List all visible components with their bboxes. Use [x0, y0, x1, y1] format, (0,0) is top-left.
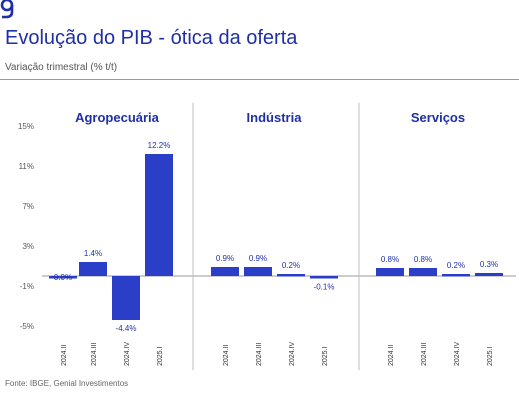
data-label: -4.4% — [116, 324, 137, 333]
category-label: 2024.III — [91, 343, 98, 366]
header-divider — [0, 79, 519, 80]
category-label: 2024.II — [223, 345, 230, 366]
data-label: 0.9% — [216, 254, 234, 263]
panel-title: Serviços — [411, 110, 465, 125]
genial-logo-icon — [0, 0, 14, 19]
y-tick-label: 15% — [18, 122, 34, 131]
category-label: 2025.I — [322, 346, 329, 366]
source-note: Fonte: IBGE, Genial Investimentos — [5, 379, 129, 388]
data-label: 0.0% — [54, 273, 72, 282]
bar — [310, 276, 338, 279]
data-label: 0.3% — [480, 260, 498, 269]
data-label: 1.4% — [84, 249, 102, 258]
category-label: 2024.III — [256, 343, 263, 366]
y-tick-label: 3% — [22, 242, 34, 251]
bar — [211, 267, 239, 276]
category-label: 2024.III — [421, 343, 428, 366]
bar — [277, 274, 305, 277]
page-title: Evolução do PIB - ótica da oferta — [5, 27, 298, 49]
bar — [244, 267, 272, 276]
bar — [376, 268, 404, 276]
data-label: 0.8% — [414, 255, 432, 264]
category-label: 2024.II — [388, 345, 395, 366]
data-label: 0.2% — [447, 261, 465, 270]
bar — [49, 276, 77, 279]
y-tick-label: -5% — [20, 322, 34, 331]
panel-title: Indústria — [247, 110, 303, 125]
category-label: 2024.II — [61, 345, 68, 366]
category-label: 2024.IV — [124, 342, 131, 366]
bar — [112, 276, 140, 320]
bar — [475, 273, 503, 276]
data-label: 12.2% — [148, 141, 171, 150]
category-label: 2024.IV — [289, 342, 296, 366]
y-tick-label: 7% — [22, 202, 34, 211]
bar — [442, 274, 470, 277]
data-label: 0.2% — [282, 261, 300, 270]
category-label: 2025.I — [487, 346, 494, 366]
y-tick-label: 11% — [19, 162, 34, 171]
category-label: 2025.I — [157, 346, 164, 366]
bar — [409, 268, 437, 276]
page-subtitle: Variação trimestral (% t/t) — [5, 62, 118, 73]
data-label: -0.1% — [314, 283, 335, 292]
category-label: 2024.IV — [454, 342, 461, 366]
panel-title: Agropecuária — [75, 110, 160, 125]
bar — [79, 262, 107, 276]
data-label: 0.8% — [381, 255, 399, 264]
y-tick-label: -1% — [20, 282, 34, 291]
data-label: 0.9% — [249, 254, 267, 263]
bar — [145, 154, 173, 276]
